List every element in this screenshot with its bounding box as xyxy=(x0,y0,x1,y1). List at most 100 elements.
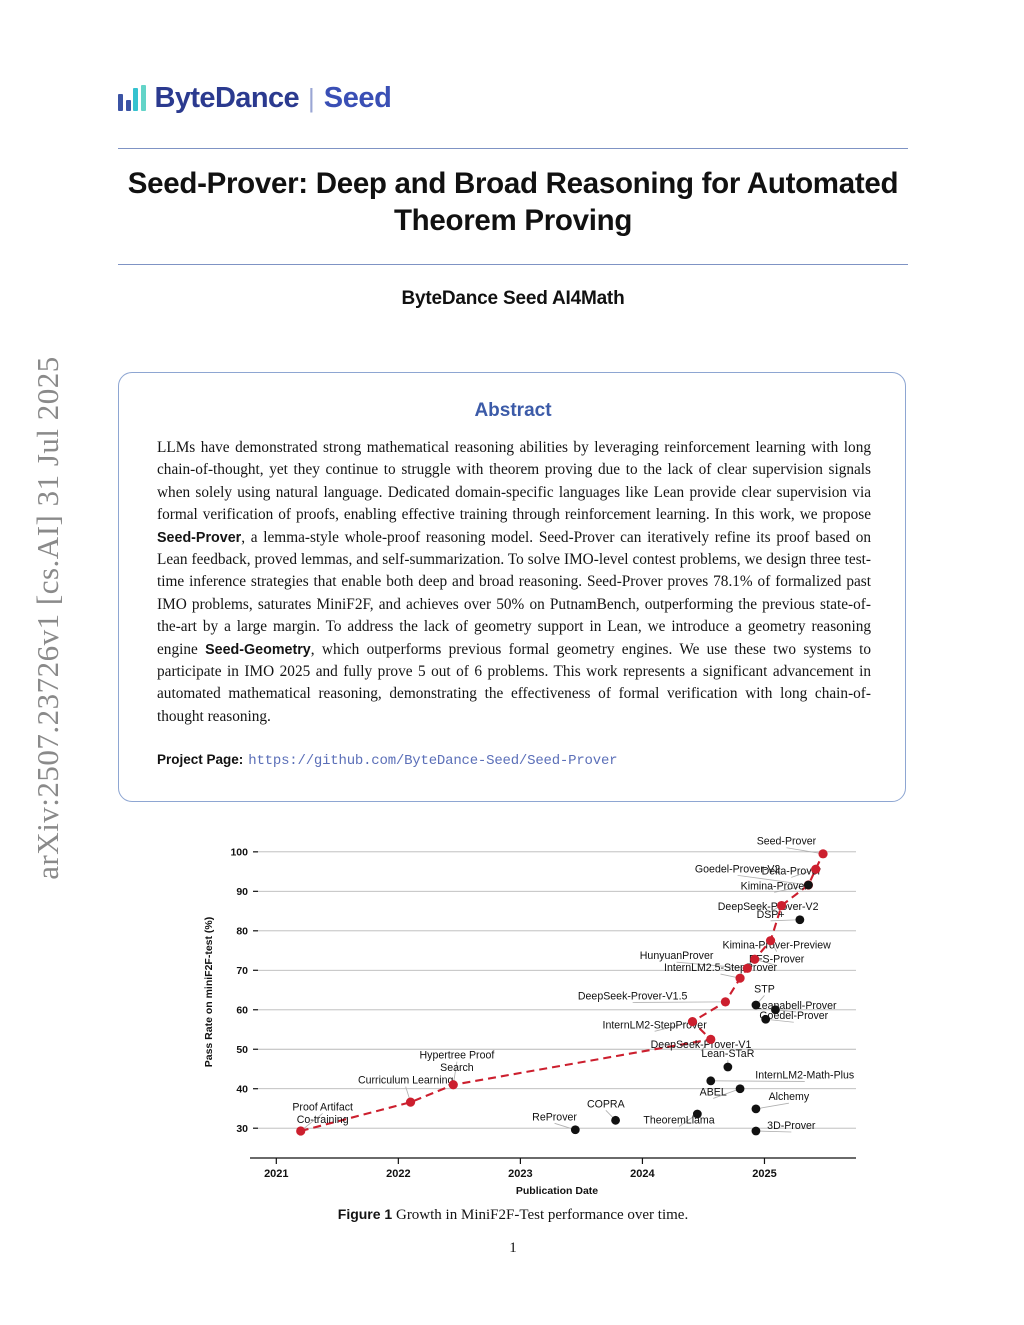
data-point-sota xyxy=(448,1080,458,1090)
label-leader-line xyxy=(786,847,824,855)
label-leader-line xyxy=(713,1088,741,1099)
x-tick-label: 2025 xyxy=(752,1168,776,1180)
paper-page: ByteDance | Seed Seed-Prover: Deep and B… xyxy=(118,0,908,1325)
data-point xyxy=(751,1000,761,1010)
point-label: TheoremLlama xyxy=(643,1114,714,1126)
y-tick-label: 90 xyxy=(236,886,248,898)
point-label: COPRA xyxy=(587,1098,626,1110)
data-point-sota xyxy=(811,864,821,874)
y-tick-label: 70 xyxy=(236,965,248,977)
x-tick-label: 2021 xyxy=(264,1168,288,1180)
data-point xyxy=(751,1104,761,1114)
data-point-sota xyxy=(706,1034,716,1044)
label-leader-line xyxy=(755,1130,792,1133)
point-label: BFS-Prover xyxy=(749,953,805,965)
data-point xyxy=(795,915,805,925)
arxiv-stamp: arXiv:2507.23726v1 [cs.AI] 31 Jul 2025 xyxy=(30,356,65,880)
sota-trend-line xyxy=(300,853,824,1133)
logo-sub-name: Seed xyxy=(323,81,392,114)
data-point-sota xyxy=(750,954,760,964)
point-label: ReProver xyxy=(532,1111,577,1123)
data-point xyxy=(735,1084,745,1094)
point-label: Alchemy xyxy=(769,1091,810,1103)
header-rule-bottom xyxy=(118,264,908,265)
y-tick-label: 30 xyxy=(236,1123,248,1135)
point-label: Kimina-Prover xyxy=(741,880,809,892)
label-leader-line xyxy=(774,884,809,893)
figure-caption-label: Figure 1 xyxy=(337,1206,393,1222)
figure-caption-text: Growth in MiniF2F-Test performance over … xyxy=(395,1207,689,1223)
page-title: Seed-Prover: Deep and Broad Reasoning fo… xyxy=(127,167,899,238)
data-point-sota xyxy=(765,936,776,946)
abstract-bold-term: Seed-Geometry xyxy=(205,641,311,658)
label-leader-line xyxy=(710,1080,805,1082)
abstract-bold-term: Seed-Prover xyxy=(157,529,242,546)
data-point-sota xyxy=(296,1126,306,1136)
header-rule-top xyxy=(118,148,908,149)
data-point-sota xyxy=(405,1097,416,1107)
label-leader-line xyxy=(676,961,748,969)
label-leader-line xyxy=(632,1001,726,1003)
point-label: Kimina-Prover-Preview xyxy=(723,940,832,952)
label-leader-line xyxy=(654,1021,693,1032)
label-leader-line xyxy=(765,1018,794,1023)
point-label: DeepSeek-Prover-V1 xyxy=(651,1039,752,1051)
x-tick-label: 2024 xyxy=(630,1168,655,1180)
bytedance-bar-logo-icon xyxy=(118,85,146,111)
point-label: Leanabell-Prover xyxy=(756,1000,837,1012)
label-leader-line xyxy=(737,874,809,886)
abstract-text: LLMs have demonstrated strong mathematic… xyxy=(157,437,871,728)
point-label: STP xyxy=(754,983,775,995)
data-point-sota xyxy=(742,963,752,973)
data-point xyxy=(611,1115,620,1125)
x-tick-label: 2022 xyxy=(386,1168,410,1180)
data-point-sota xyxy=(687,1017,698,1027)
logo-brand-name: ByteDance xyxy=(154,81,300,114)
figure-caption: Figure 1 Growth in MiniF2F-Test performa… xyxy=(118,1206,908,1224)
page-number: 1 xyxy=(509,1240,517,1256)
y-tick-label: 60 xyxy=(236,1005,248,1017)
y-tick-label: 40 xyxy=(236,1084,248,1096)
abstract-run: , a lemma-style whole-proof reasoning mo… xyxy=(157,528,871,658)
point-label: 3D-Prover xyxy=(767,1120,816,1132)
data-point-sota xyxy=(720,997,731,1007)
project-page-label: Project Page: xyxy=(157,752,244,767)
abstract-run: , which outperforms previous formal geom… xyxy=(157,640,871,725)
logo-divider: | xyxy=(308,82,315,113)
point-label: Hypertree Proof Search xyxy=(420,1050,495,1074)
label-leader-line xyxy=(755,1102,789,1110)
data-point xyxy=(761,1014,771,1024)
bytedance-seed-logo: ByteDance | Seed xyxy=(118,78,392,118)
y-tick-label: 50 xyxy=(236,1044,248,1056)
project-page-row: Project Page: https://github.com/ByteDanc… xyxy=(157,752,871,769)
point-label: Proof Artifact Co-training xyxy=(292,1101,353,1125)
point-label: Delta-Prover xyxy=(762,865,822,877)
project-page-link[interactable]: https://github.com/ByteDance-Seed/Seed-P… xyxy=(248,753,618,769)
point-label: Lean-STaR xyxy=(701,1048,754,1060)
y-tick-label: 80 xyxy=(236,926,248,938)
x-tick-label: 2023 xyxy=(508,1168,532,1180)
y-tick-label: 100 xyxy=(230,847,248,859)
point-label: DeepSeek-Prover-V1.5 xyxy=(578,991,688,1003)
authors-line: ByteDance Seed AI4Math xyxy=(401,288,625,309)
data-point xyxy=(723,1062,733,1072)
data-point xyxy=(570,1125,580,1135)
data-point xyxy=(751,1126,761,1136)
point-label: DSP+ xyxy=(757,909,785,921)
figure-1: 30 40 50 60 70 80 90 100 Pass Rate on miniF2F-te… xyxy=(196,826,866,1196)
point-label: HunyuanProver xyxy=(640,950,714,962)
minif2f-growth-scatter-chart: 30 40 50 60 70 80 90 100 Pass Rate on miniF2F-te… xyxy=(203,836,856,1196)
point-label: Curriculum Learning xyxy=(358,1075,453,1087)
data-point-sota xyxy=(735,973,745,983)
label-leader-line xyxy=(770,919,800,922)
data-point xyxy=(804,880,813,890)
data-point xyxy=(771,1005,780,1015)
label-leader-line xyxy=(300,1113,323,1132)
point-label: Goedel-Prover-V2 xyxy=(695,863,780,875)
data-point xyxy=(706,1076,716,1086)
abstract-box xyxy=(118,372,906,802)
abstract-heading: Abstract xyxy=(474,400,552,421)
x-axis-label: Publication Date xyxy=(516,1185,598,1196)
data-point-sota xyxy=(818,849,828,859)
point-label: InternLM2-Math-Plus xyxy=(755,1069,854,1081)
